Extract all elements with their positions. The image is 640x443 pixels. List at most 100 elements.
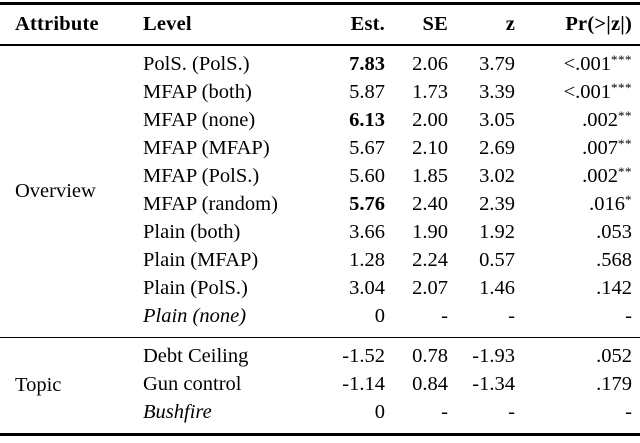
level-cell: MFAP (random) — [143, 193, 278, 216]
table-row: Gun control -1.14 0.84 -1.34 .179 — [0, 371, 640, 399]
pvalue-text: .179 — [596, 373, 632, 396]
table-row: Plain (MFAP) 1.28 2.24 0.57 .568 — [0, 247, 640, 275]
se-cell: 2.07 — [412, 277, 448, 300]
pvalue-cell: .007** — [515, 135, 640, 163]
table-row: Bushfire 0 - - - — [0, 399, 640, 435]
z-cell: - — [508, 401, 515, 424]
pvalue-cell: <.001*** — [515, 45, 640, 79]
level-cell: Bushfire — [143, 401, 212, 424]
table-header: Attribute Level Est. SE z Pr(>|z|) — [0, 4, 640, 45]
level-cell: Debt Ceiling — [143, 345, 249, 368]
z-cell: -1.93 — [472, 345, 515, 368]
level-cell: Plain (both) — [143, 221, 241, 244]
se-cell: 2.06 — [412, 53, 448, 76]
estimate-cell: 1.28 — [349, 249, 385, 272]
se-cell: 1.73 — [412, 81, 448, 104]
se-cell: 1.85 — [412, 165, 448, 188]
significance-stars: ** — [618, 136, 632, 152]
table-row: Topic Debt Ceiling -1.52 0.78 -1.93 .052 — [0, 337, 640, 395]
pvalue-text: - — [625, 305, 632, 328]
pvalue-text: <.001 — [563, 81, 611, 104]
z-cell: - — [508, 305, 515, 328]
se-cell: 2.00 — [412, 109, 448, 132]
pvalue-cell: .568 — [515, 247, 640, 275]
pvalue-text: - — [625, 401, 632, 424]
significance-stars: * — [625, 192, 632, 208]
column-header-z: z — [505, 13, 515, 35]
se-cell: 2.40 — [412, 193, 448, 216]
z-cell: 3.05 — [479, 109, 515, 132]
estimate-cell: 0 — [374, 401, 385, 424]
table-row: MFAP (both) 5.87 1.73 3.39 <.001*** — [0, 79, 640, 107]
pvalue-cell: .002** — [515, 107, 640, 135]
regression-results-table: Attribute Level Est. SE z Pr(>|z|) Overv… — [0, 2, 640, 436]
table-row: MFAP (MFAP) 5.67 2.10 2.69.007** — [0, 135, 640, 163]
z-cell: 3.79 — [479, 53, 515, 76]
estimate-cell: 5.60 — [349, 165, 385, 188]
header-row: Attribute Level Est. SE z Pr(>|z|) — [0, 4, 640, 45]
pvalue-text: .002 — [582, 165, 618, 188]
attribute-group-label: Topic — [15, 373, 62, 396]
pvalue-cell: .142 — [515, 275, 640, 303]
z-cell: -1.34 — [472, 373, 515, 396]
pvalue-text: <.001 — [563, 53, 611, 76]
pvalue-cell: <.001*** — [515, 79, 640, 107]
table-group-overview: Overview PolS. (PolS.) 7.83 2.06 3.79 <.001**… — [0, 45, 640, 337]
estimate-cell: 0 — [374, 305, 385, 328]
level-cell: PolS. (PolS.) — [143, 53, 250, 76]
se-cell: 2.10 — [412, 137, 448, 160]
se-cell: 0.78 — [412, 345, 448, 368]
significance-stars: *** — [611, 52, 632, 68]
column-header-se: SE — [422, 13, 448, 35]
pvalue-cell: .053 — [515, 219, 640, 247]
se-cell: - — [441, 401, 448, 424]
z-cell: 2.39 — [479, 193, 515, 216]
level-cell: MFAP (MFAP) — [143, 137, 270, 160]
column-header-attribute: Attribute — [15, 13, 99, 35]
table-row: MFAP (none) 6.13 2.00 3.05.002** — [0, 107, 640, 135]
table-row: Plain (both) 3.66 1.90 1.92 .053 — [0, 219, 640, 247]
se-cell: 2.24 — [412, 249, 448, 272]
estimate-cell: 6.13 — [349, 109, 385, 132]
level-cell: Plain (none) — [143, 305, 247, 328]
pvalue-text: .053 — [596, 221, 632, 244]
table-row: Plain (PolS.) 3.04 2.07 1.46 .142 — [0, 275, 640, 303]
pvalue-text: .007 — [582, 137, 618, 160]
level-cell: MFAP (none) — [143, 109, 256, 132]
z-cell: 3.39 — [479, 81, 515, 104]
z-cell: 1.46 — [479, 277, 515, 300]
z-cell: 1.92 — [479, 221, 515, 244]
pvalue-text: .002 — [582, 109, 618, 132]
estimate-cell: 5.87 — [349, 81, 385, 104]
pvalue-cell: .002** — [515, 163, 640, 191]
estimate-cell: 3.66 — [349, 221, 385, 244]
table-group-topic: Topic Debt Ceiling -1.52 0.78 -1.93 .052 Gun c… — [0, 337, 640, 434]
significance-stars: ** — [618, 164, 632, 180]
z-cell: 0.57 — [479, 249, 515, 272]
table-row: MFAP (random) 5.76 2.40 2.39.016* — [0, 191, 640, 219]
pvalue-text: .142 — [596, 277, 632, 300]
level-cell: Plain (PolS.) — [143, 277, 248, 300]
attribute-group-label: Overview — [15, 179, 96, 202]
z-cell: 3.02 — [479, 165, 515, 188]
se-cell: 0.84 — [412, 373, 448, 396]
pvalue-text: .052 — [596, 345, 632, 368]
pvalue-cell: .179 — [515, 371, 640, 399]
table-row: Overview PolS. (PolS.) 7.83 2.06 3.79 <.001**… — [0, 45, 640, 201]
column-header-est: Est. — [350, 13, 385, 35]
level-cell: Gun control — [143, 373, 242, 396]
level-cell: MFAP (both) — [143, 81, 252, 104]
column-header-level: Level — [143, 13, 192, 35]
estimate-cell: 5.76 — [349, 193, 385, 216]
z-cell: 2.69 — [479, 137, 515, 160]
significance-stars: *** — [611, 80, 632, 96]
significance-stars: ** — [618, 108, 632, 124]
column-header-pr: Pr(>|z|) — [565, 13, 632, 35]
estimate-cell: -1.14 — [342, 373, 385, 396]
pvalue-cell: .016* — [515, 191, 640, 219]
estimate-cell: -1.52 — [342, 345, 385, 368]
estimate-cell: 3.04 — [349, 277, 385, 300]
level-cell: MFAP (PolS.) — [143, 165, 260, 188]
level-cell: Plain (MFAP) — [143, 249, 259, 272]
